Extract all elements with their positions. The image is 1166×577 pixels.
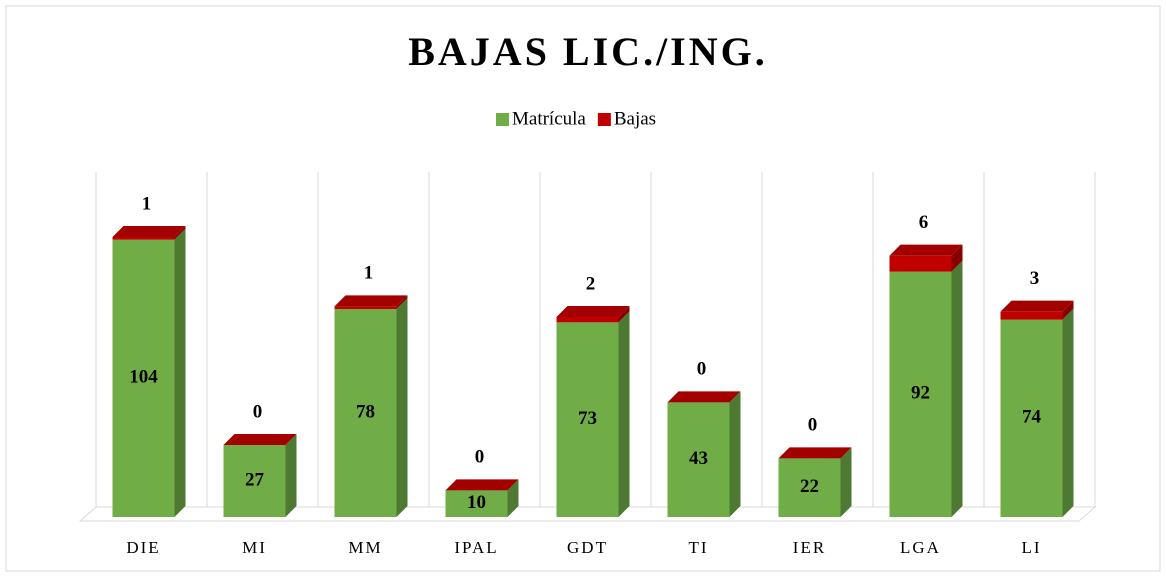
data-label: 10 [467, 492, 486, 513]
legend-swatch [597, 113, 611, 126]
x-tick-label: DIE [126, 538, 160, 557]
bar-segment [667, 391, 741, 517]
bar-segment [112, 226, 186, 240]
data-label: 1 [142, 193, 152, 214]
data-label: 78 [356, 401, 375, 422]
data-label: 0 [475, 447, 485, 468]
bar-segment [556, 306, 630, 323]
legend-swatch [496, 113, 509, 126]
x-tick-label: IER [793, 538, 826, 557]
data-label: 1 [364, 263, 374, 284]
x-tick-label: LGA [900, 538, 941, 557]
bar-front [667, 402, 730, 517]
data-label: 0 [697, 359, 707, 380]
bar-segment [667, 391, 741, 403]
bar-front [334, 306, 397, 309]
bar-segment [445, 479, 519, 491]
bar-top [334, 295, 408, 307]
bar-top [112, 226, 186, 237]
legend-label: Bajas [614, 108, 656, 129]
bar-front [334, 309, 397, 517]
bar-segment [1000, 300, 1074, 320]
bar-segment [445, 479, 519, 517]
bar-side [396, 298, 408, 517]
bar-front [556, 322, 619, 517]
data-label: 2 [586, 273, 596, 294]
bar-top [445, 479, 519, 491]
bar-top [889, 244, 963, 256]
bar-segment [334, 298, 408, 517]
data-label: 74 [1022, 407, 1042, 428]
bar-top [778, 447, 852, 459]
data-label: 0 [253, 401, 263, 422]
data-label: 43 [689, 448, 708, 469]
x-tick-label: MM [348, 538, 382, 557]
bar-segment [1000, 308, 1074, 517]
data-label: 6 [919, 212, 929, 233]
bar-side [174, 228, 186, 517]
bar-front [889, 271, 952, 517]
bar-side [729, 391, 741, 517]
bar-top [223, 434, 297, 445]
bar-top [1000, 300, 1074, 312]
bar-segment [223, 434, 297, 445]
bar-front [1000, 311, 1063, 320]
bar-front [556, 317, 619, 323]
bar-segment [223, 434, 297, 517]
bar-top [556, 306, 630, 317]
bar-segment [112, 228, 186, 517]
bar-front [112, 239, 175, 517]
data-label: 104 [129, 367, 158, 388]
bar-side [618, 306, 630, 323]
bar-side [507, 479, 519, 517]
x-tick-label: MI [242, 538, 267, 557]
bar-segment [556, 311, 630, 517]
bar-side [1062, 300, 1074, 320]
data-label: 73 [578, 408, 597, 429]
bar-segment [889, 260, 963, 517]
x-tick-label: IPAL [454, 538, 498, 557]
bar-side [285, 434, 297, 517]
data-label: 22 [800, 476, 819, 497]
data-label: 0 [808, 415, 818, 436]
bar-side [951, 260, 963, 517]
x-tick-label: LI [1021, 538, 1041, 557]
x-tick-label: TI [688, 538, 708, 557]
bar-front [445, 490, 508, 517]
bar-top [667, 391, 741, 403]
bar-side [951, 244, 963, 272]
bar-side [174, 226, 186, 240]
bar-segment [778, 447, 852, 517]
data-label: 3 [1030, 268, 1040, 289]
bar-side [840, 447, 852, 517]
x-tick-label: GDT [567, 538, 608, 557]
data-label: 27 [245, 469, 265, 490]
bar-side [618, 311, 630, 517]
bar-side [396, 295, 408, 309]
bar-segment [889, 244, 963, 272]
chart-title: BAJAS LIC./ING. [408, 29, 768, 74]
bar-front [112, 237, 175, 240]
bar-front [778, 458, 841, 517]
bar-front [223, 445, 286, 517]
bar-segment [778, 447, 852, 459]
bar-front [1000, 319, 1063, 517]
bar-segment [334, 295, 408, 309]
legend-label: Matrícula [512, 108, 586, 129]
bar-side [1062, 308, 1074, 517]
bar-front [889, 255, 952, 272]
data-label: 92 [911, 383, 930, 404]
